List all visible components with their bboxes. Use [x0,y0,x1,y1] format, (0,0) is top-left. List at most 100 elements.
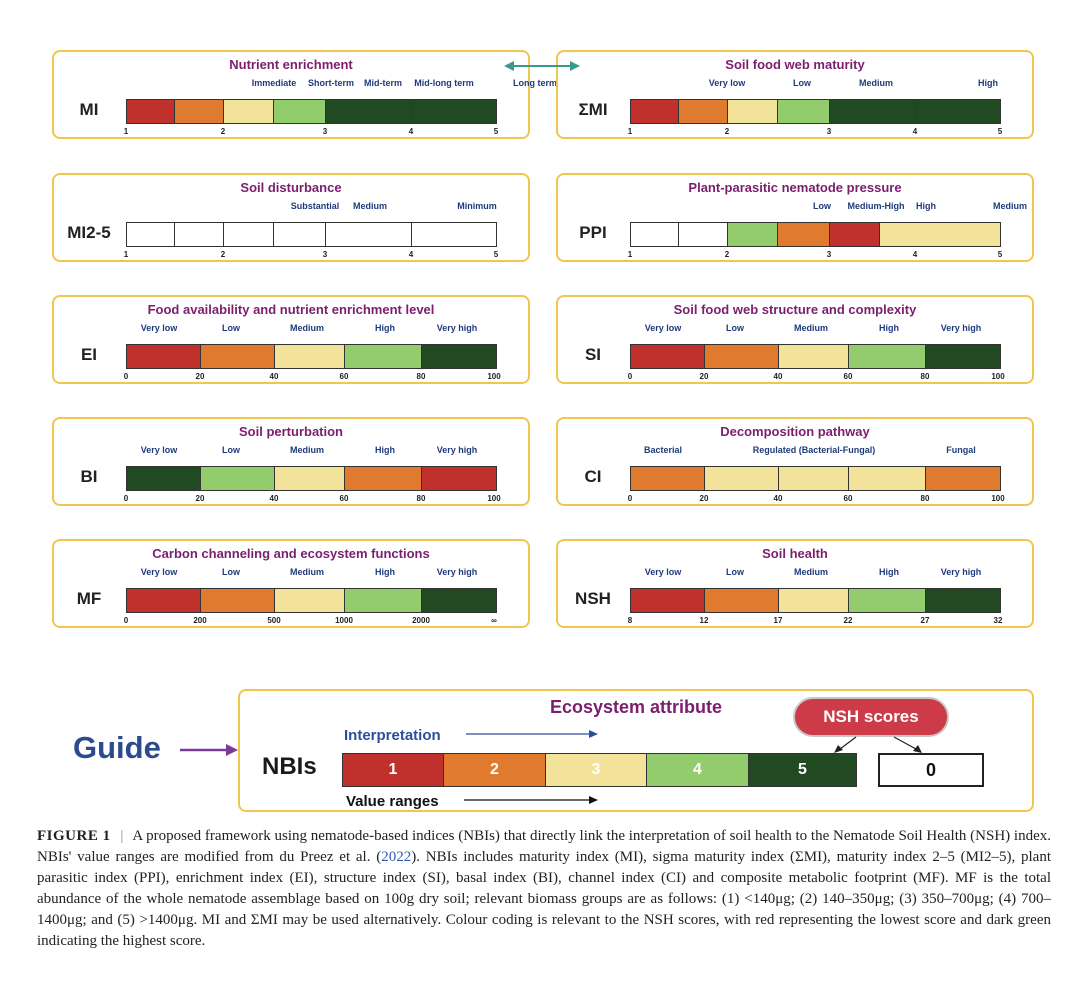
tick-label: 5 [997,250,1003,259]
tick-label: 3 [826,127,832,136]
caption-separator: | [120,828,124,844]
panel-ppi: Plant-parasitic nematode pressure PPI Low M… [556,173,1034,262]
scale-segment [727,222,778,247]
guide-scale-segment: 5 [748,753,857,787]
category-label: Very low [644,567,682,577]
panel-title: Carbon channeling and ecosystem function… [152,546,430,561]
tick-label: 2 [724,250,730,259]
category-label: Medium [858,78,894,88]
category-label: High [978,78,998,88]
category-label: Very high [940,323,982,333]
tick-label: 2000 [412,616,430,625]
category-label: Short-term [307,78,355,88]
scale-segment [344,344,422,369]
category-label: Long term [513,78,557,88]
category-label: Very high [940,567,982,577]
panel-mi: Nutrient enrichment MI Immediate Short-term… [52,50,557,139]
tick-label: 40 [269,494,279,503]
scale-segment [344,588,422,613]
category-label: High [879,567,899,577]
panel-title: Plant-parasitic nematode pressure [688,180,902,195]
tick-label: 5 [997,127,1003,136]
category-label: Substantial [290,201,340,211]
tick-label: 100 [991,494,1005,503]
tick-label: 40 [269,372,279,381]
index-name: PPI [579,223,607,242]
panel-smi: Soil food web maturity ΣMI Very low Low Medi… [556,50,1034,139]
nsh-score-box: 0 [878,753,984,787]
category-label: Very high [436,445,478,455]
tick-label: 100 [487,494,501,503]
category-label: High [375,323,395,333]
scale-segment [630,466,705,491]
scale-segment [829,222,880,247]
scale-segment [174,222,224,247]
scale-segment [274,588,345,613]
scale-segment [704,344,779,369]
tick-label: 1 [123,250,129,259]
tick-label: 2 [724,127,730,136]
tick-label: 4 [912,250,918,259]
scale-segment [126,99,175,124]
tick-label: 60 [843,494,853,503]
category-label: Fungal [946,445,976,455]
index-name: MF [76,589,102,608]
scale-segment [126,466,201,491]
nbis-label: NBIs [262,753,317,780]
index-name: BI [80,467,98,486]
category-label: Very low [708,78,746,88]
figure-caption: FIGURE 1 | A proposed framework using ne… [37,826,1051,952]
caption-reference-link[interactable]: 2022 [381,849,412,865]
index-name: MI2-5 [67,223,111,242]
index-name: NSH [575,589,611,608]
category-label: Medium-High [847,201,905,211]
guide-scale-segment: 4 [646,753,749,787]
tick-label: 0 [123,616,129,625]
tick-label: 80 [920,494,930,503]
scale-segment [879,222,1001,247]
guide-arrow [180,744,238,756]
guide-label: Guide [73,730,161,765]
category-label: Minimum [457,201,497,211]
scale-segment [325,99,412,124]
tick-label: 2 [220,127,226,136]
tick-label: 80 [920,372,930,381]
tick-label: 22 [843,616,853,625]
category-label: Low [222,567,240,577]
scale-segment [126,344,201,369]
tick-label: 3 [826,250,832,259]
interpretation-label: Interpretation [344,727,441,744]
index-name: EI [80,345,98,364]
scale-segment [778,344,849,369]
tick-label: 20 [699,494,709,503]
category-label: High [375,567,395,577]
scale-segment [678,99,728,124]
tick-label: 100 [991,372,1005,381]
tick-label: 3 [322,250,328,259]
category-label: Low [726,323,744,333]
category-label: Very low [644,323,682,333]
tick-label: 17 [773,616,783,625]
category-label: High [916,201,936,211]
tick-label: 100 [487,372,501,381]
category-label: Very high [436,323,478,333]
scale-segment [848,466,926,491]
scale-segment [223,99,274,124]
tick-label: 40 [773,494,783,503]
category-label: Low [222,323,240,333]
tick-label: 60 [339,494,349,503]
scale-segment [925,466,1001,491]
tick-label: 1 [123,127,129,136]
scale-segment [925,588,1001,613]
tick-label: 20 [699,372,709,381]
scale-segment [778,588,849,613]
index-name: MI [79,100,99,119]
tick-label: 60 [843,372,853,381]
scale-segment [778,466,849,491]
scale-segment [200,344,275,369]
panel-mf: Carbon channeling and ecosystem function… [52,539,530,628]
tick-label: 20 [195,494,205,503]
panel-mi25: Soil disturbance MI2-5 Substantial Medium Mi… [52,173,530,262]
tick-label: 1 [627,127,633,136]
scale-segment [273,99,326,124]
